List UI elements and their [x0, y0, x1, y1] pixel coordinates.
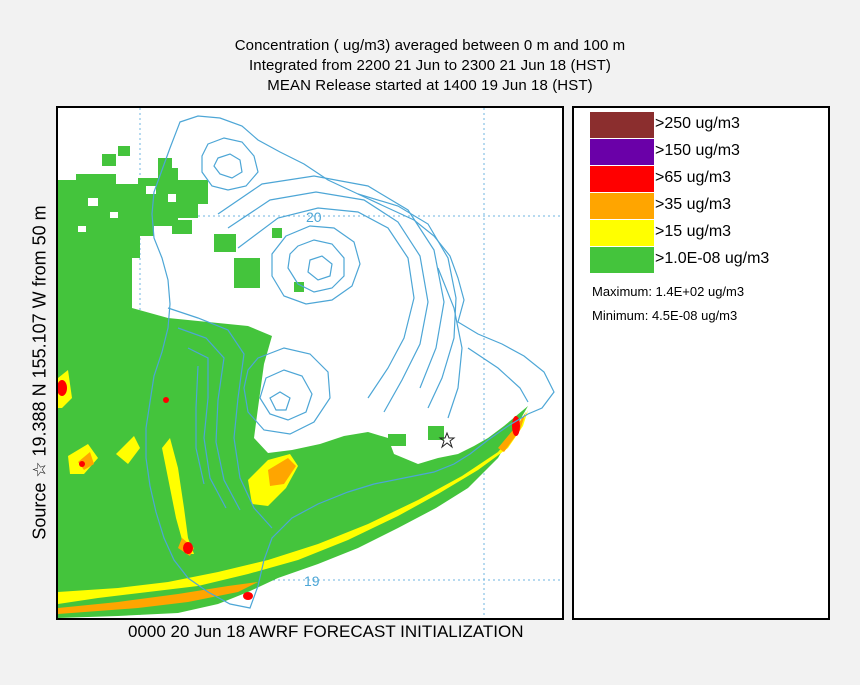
plume-green-region: [58, 146, 528, 618]
contour-label-20: 20: [306, 209, 322, 225]
legend-swatch: [590, 247, 654, 273]
source-location-label: Source ☆ 19.388 N 155.107 W from 50 m: [29, 205, 50, 540]
concentration-map: 20 19: [56, 106, 564, 620]
legend-label: >150 ug/m3: [655, 142, 740, 159]
legend-swatch: [590, 139, 654, 165]
legend-swatch: [590, 193, 654, 219]
contour-label-19: 19: [304, 573, 320, 589]
legend-swatch: [590, 166, 654, 192]
title-line-3: MEAN Release started at 1400 19 Jun 18 (…: [267, 77, 593, 94]
plume-red-spots: [58, 380, 520, 600]
title-line-2: Integrated from 2200 21 Jun to 2300 21 J…: [249, 57, 611, 74]
legend-label: >35 ug/m3: [655, 196, 732, 213]
legend-item: >65 ug/m3: [590, 166, 820, 192]
legend-maximum: Maximum: 1.4E+02 ug/m3: [592, 284, 745, 299]
legend-label: >1.0E-08 ug/m3: [655, 250, 770, 267]
legend-label: >65 ug/m3: [655, 169, 732, 186]
legend-label: >250 ug/m3: [655, 115, 740, 132]
chart-title: Concentration ( ug/m3) averaged between …: [0, 36, 860, 96]
island-contours: [145, 115, 555, 609]
map-canvas: 20 19: [58, 108, 562, 618]
legend-item: >35 ug/m3: [590, 193, 820, 219]
legend-item: >15 ug/m3: [590, 220, 820, 246]
legend-item: >250 ug/m3: [590, 112, 820, 138]
legend-minimum: Minimum: 4.5E-08 ug/m3: [592, 308, 738, 323]
legend-swatch: [590, 220, 654, 246]
island-outline: [145, 115, 555, 609]
legend-item: >1.0E-08 ug/m3: [590, 247, 820, 273]
legend-item: >150 ug/m3: [590, 139, 820, 165]
legend: >250 ug/m3 >150 ug/m3 >65 ug/m3 >35 ug/m…: [572, 106, 830, 620]
title-line-1: Concentration ( ug/m3) averaged between …: [234, 37, 626, 54]
star-icon: [438, 431, 456, 449]
plume-gaps: [78, 186, 176, 232]
legend-label: >15 ug/m3: [655, 223, 732, 240]
legend-swatch: [590, 112, 654, 138]
forecast-footer: 0000 20 Jun 18 AWRF FORECAST INITIALIZAT…: [128, 622, 524, 641]
